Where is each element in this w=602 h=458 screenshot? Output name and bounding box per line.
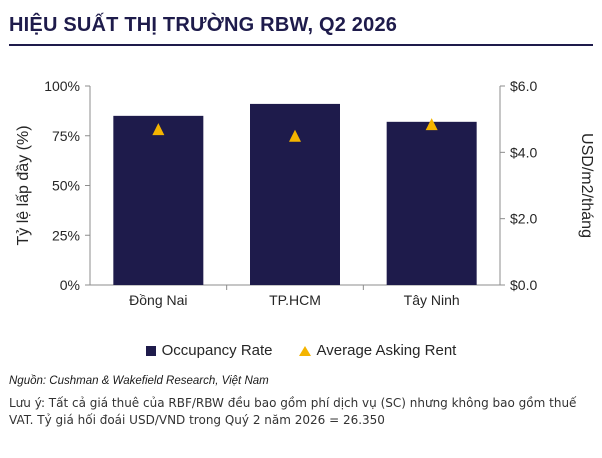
y-axis-title-left: Tỷ lệ lấp đầy (%) [15, 125, 32, 245]
chart: 0% 25% 50% 75% 100% $0.0 $2.0 $4.0 $6.0 Tỷ lệ lấp… [15, 78, 595, 308]
y-tick-label-left: 0% [60, 277, 80, 293]
marker-asking-rent [289, 129, 301, 142]
footnote: Lưu ý: Tất cả giá thuê của RBF/RBW đều b… [9, 396, 577, 427]
title-divider [9, 44, 593, 46]
x-tick-label: Đồng Nai [129, 292, 187, 308]
y-tick-label-left: 25% [52, 227, 80, 243]
legend: Occupancy Rate Average Asking Rent [0, 342, 602, 359]
bar-occupancy [386, 121, 477, 285]
legend-item-occupancy: Occupancy Rate [145, 342, 273, 359]
page-title: HIỆU SUẤT THỊ TRƯỜNG RBW, Q2 2026 [9, 14, 398, 36]
marker-asking-rent [152, 123, 165, 136]
source-note: Nguồn: Cushman & Wakefield Research, Việ… [9, 375, 269, 387]
legend-swatch-triangle [298, 345, 311, 356]
y-tick-label-right: $2.0 [510, 211, 537, 227]
y-tick-label-left: 50% [52, 178, 80, 194]
y-axis-title-right: USD/m2/tháng [578, 133, 595, 238]
bar-occupancy [113, 115, 204, 285]
y-tick-label-right: $4.0 [510, 144, 537, 160]
legend-swatch-bar [145, 345, 156, 356]
legend-label-rent: Average Asking Rent [316, 342, 457, 359]
y-tick-label-left: 100% [44, 78, 80, 94]
x-tick-label: TP.HCM [269, 292, 321, 308]
legend-item-rent: Average Asking Rent [298, 342, 457, 359]
y-tick-label-right: $0.0 [510, 277, 537, 293]
x-tick-label: Tây Ninh [404, 292, 460, 308]
y-tick-label-right: $6.0 [510, 78, 537, 94]
marker-asking-rent [425, 118, 438, 131]
y-tick-label-left: 75% [52, 128, 80, 144]
legend-label-occupancy: Occupancy Rate [161, 342, 273, 359]
